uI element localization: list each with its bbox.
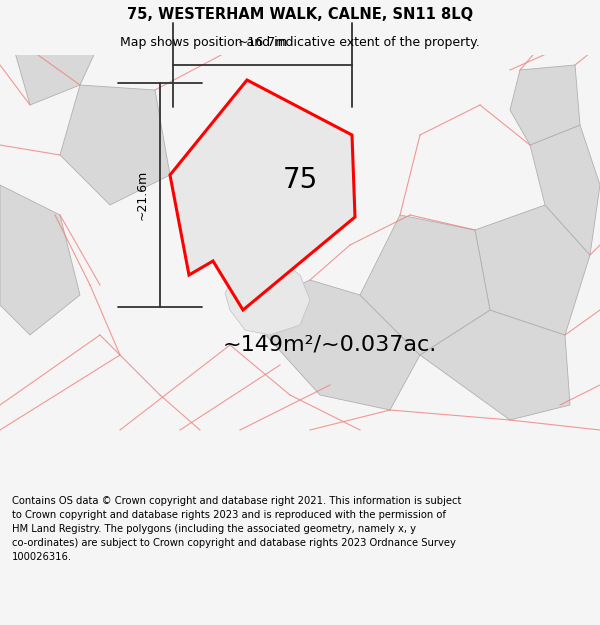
Polygon shape <box>510 65 580 145</box>
Text: Contains OS data © Crown copyright and database right 2021. This information is : Contains OS data © Crown copyright and d… <box>12 496 461 562</box>
Polygon shape <box>170 80 355 310</box>
Polygon shape <box>530 125 600 255</box>
Text: ~149m²/~0.037ac.: ~149m²/~0.037ac. <box>223 335 437 355</box>
Text: ~21.6m: ~21.6m <box>136 170 149 220</box>
Text: Map shows position and indicative extent of the property.: Map shows position and indicative extent… <box>120 36 480 49</box>
Polygon shape <box>10 5 110 105</box>
Polygon shape <box>0 185 80 335</box>
Polygon shape <box>360 215 490 355</box>
Text: 75, WESTERHAM WALK, CALNE, SN11 8LQ: 75, WESTERHAM WALK, CALNE, SN11 8LQ <box>127 8 473 22</box>
Polygon shape <box>243 280 420 410</box>
Polygon shape <box>420 310 570 420</box>
Polygon shape <box>475 205 590 335</box>
Text: ~16.7m: ~16.7m <box>238 36 287 49</box>
Text: 75: 75 <box>283 166 317 194</box>
Polygon shape <box>60 85 170 205</box>
Polygon shape <box>225 260 310 335</box>
